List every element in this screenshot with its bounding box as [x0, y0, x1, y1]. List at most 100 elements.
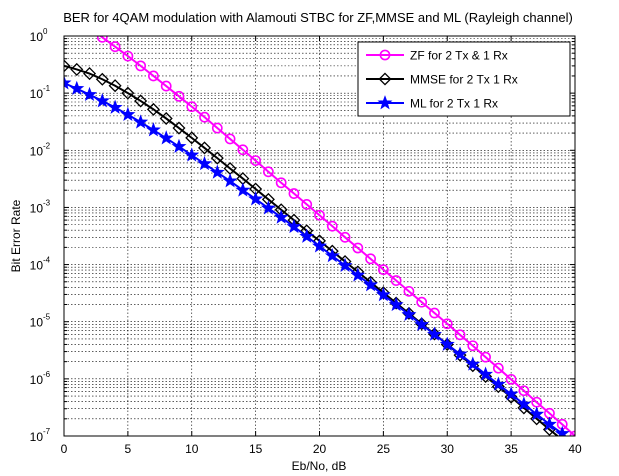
y-tick-label-exponent: -6	[43, 370, 51, 379]
data-point-zf	[275, 177, 287, 189]
data-point-zf	[96, 36, 108, 43]
data-point-zf	[352, 242, 364, 254]
data-point-ml	[363, 277, 379, 292]
data-point-ml	[82, 86, 98, 102]
data-point-ml	[235, 182, 251, 197]
data-point-ml	[414, 316, 430, 331]
data-point-zf	[211, 122, 223, 134]
data-point-zf	[454, 329, 466, 341]
data-point-zf	[518, 385, 530, 397]
data-point-mmse	[185, 131, 199, 145]
y-tick-label: 10	[30, 316, 44, 330]
legend-marker-ml	[377, 95, 393, 110]
chart-title: BER for 4QAM modulation with Alamouti ST…	[63, 10, 573, 25]
data-point-zf	[135, 60, 147, 72]
data-point-zf	[377, 264, 389, 276]
data-point-ml	[541, 416, 557, 431]
data-point-mmse	[146, 102, 160, 116]
data-point-zf	[160, 80, 172, 92]
y-tick-label: 10	[30, 144, 44, 158]
data-point-ml	[478, 366, 494, 381]
data-point-mmse	[83, 67, 97, 81]
y-axis-label: Bit Error Rate	[9, 199, 23, 272]
data-point-ml	[401, 306, 417, 322]
data-point-zf	[173, 90, 185, 102]
data-point-mmse	[210, 151, 224, 165]
y-tick-label-exponent: -1	[43, 84, 51, 93]
data-point-mmse	[198, 141, 212, 155]
data-point-zf	[429, 307, 440, 319]
y-tick-label: 10	[30, 87, 44, 101]
data-point-ml	[133, 114, 149, 129]
data-point-zf	[467, 340, 479, 352]
data-point-mmse	[95, 72, 109, 86]
y-tick-label: 10	[30, 259, 44, 273]
data-point-zf	[122, 50, 134, 62]
data-point-zf	[505, 373, 517, 385]
data-point-zf	[109, 41, 121, 53]
y-tick-label: 10	[30, 373, 44, 387]
y-tick-label-exponent: -3	[43, 198, 51, 207]
x-tick-label: 25	[377, 442, 391, 456]
data-point-ml	[299, 228, 315, 243]
data-point-ml	[171, 138, 187, 153]
legend-item-zf: ZF for 2 Tx & 1 Rx	[366, 49, 508, 63]
data-point-zf	[326, 220, 338, 232]
data-point-zf	[480, 351, 491, 363]
data-point-ml	[197, 155, 213, 171]
x-tick-labels: 0 5 10 15 20 25 30 35 40	[61, 442, 582, 456]
data-point-ml	[529, 406, 545, 421]
data-point-ml	[260, 200, 276, 215]
legend-items: ZF for 2 Tx & 1 Rx MMSE for 2 Tx 1 Rx ML f…	[366, 49, 518, 111]
data-point-ml	[324, 247, 340, 263]
y-tick-label: 10	[30, 201, 44, 215]
x-tick-label: 40	[568, 442, 582, 456]
data-point-ml	[158, 130, 174, 145]
y-tick-label-exponent: -4	[43, 256, 51, 265]
data-point-zf	[224, 133, 236, 145]
data-point-ml	[375, 286, 391, 302]
legend-item-ml: ML for 2 Tx 1 Rx	[366, 95, 498, 111]
data-point-zf	[441, 318, 453, 330]
data-point-ml	[452, 346, 468, 361]
x-tick-label: 30	[441, 442, 455, 456]
x-tick-label: 5	[125, 442, 132, 456]
legend-label-mmse: MMSE for 2 Tx 1 Rx	[410, 73, 518, 87]
data-point-ml	[350, 267, 366, 282]
data-point-mmse	[172, 121, 186, 135]
data-point-ml	[222, 173, 238, 188]
data-point-mmse	[121, 86, 135, 100]
data-point-ml	[120, 106, 136, 122]
legend-label-zf: ZF for 2 Tx & 1 Rx	[410, 49, 508, 63]
data-point-ml	[209, 164, 225, 179]
data-point-ml	[439, 336, 455, 351]
data-point-mmse	[159, 111, 173, 126]
axis-ticks	[63, 35, 576, 437]
x-tick-label: 0	[61, 442, 68, 456]
data-point-ml	[337, 257, 353, 272]
data-point-zf	[262, 166, 274, 178]
data-point-ml	[554, 425, 570, 436]
series-ml	[64, 75, 570, 436]
data-point-mmse	[70, 62, 84, 76]
data-point-ml	[94, 93, 110, 108]
data-point-ml	[312, 238, 327, 253]
data-point-ml	[490, 376, 506, 391]
data-point-zf	[339, 231, 351, 243]
legend-marker-zf	[379, 49, 391, 61]
x-axis-label: Eb/No, dB	[292, 459, 347, 473]
data-point-ml	[145, 122, 161, 137]
y-tick-label: 10	[30, 430, 44, 444]
data-point-ml	[426, 326, 442, 341]
y-tick-label-exponent: -7	[43, 427, 51, 436]
data-point-zf	[186, 101, 198, 113]
data-point-ml	[388, 296, 404, 312]
data-point-mmse	[504, 390, 518, 404]
data-point-zf	[148, 70, 159, 82]
data-point-mmse	[64, 59, 71, 73]
data-point-zf	[288, 188, 300, 199]
x-tick-label: 10	[185, 442, 199, 456]
data-point-ml	[503, 386, 519, 401]
